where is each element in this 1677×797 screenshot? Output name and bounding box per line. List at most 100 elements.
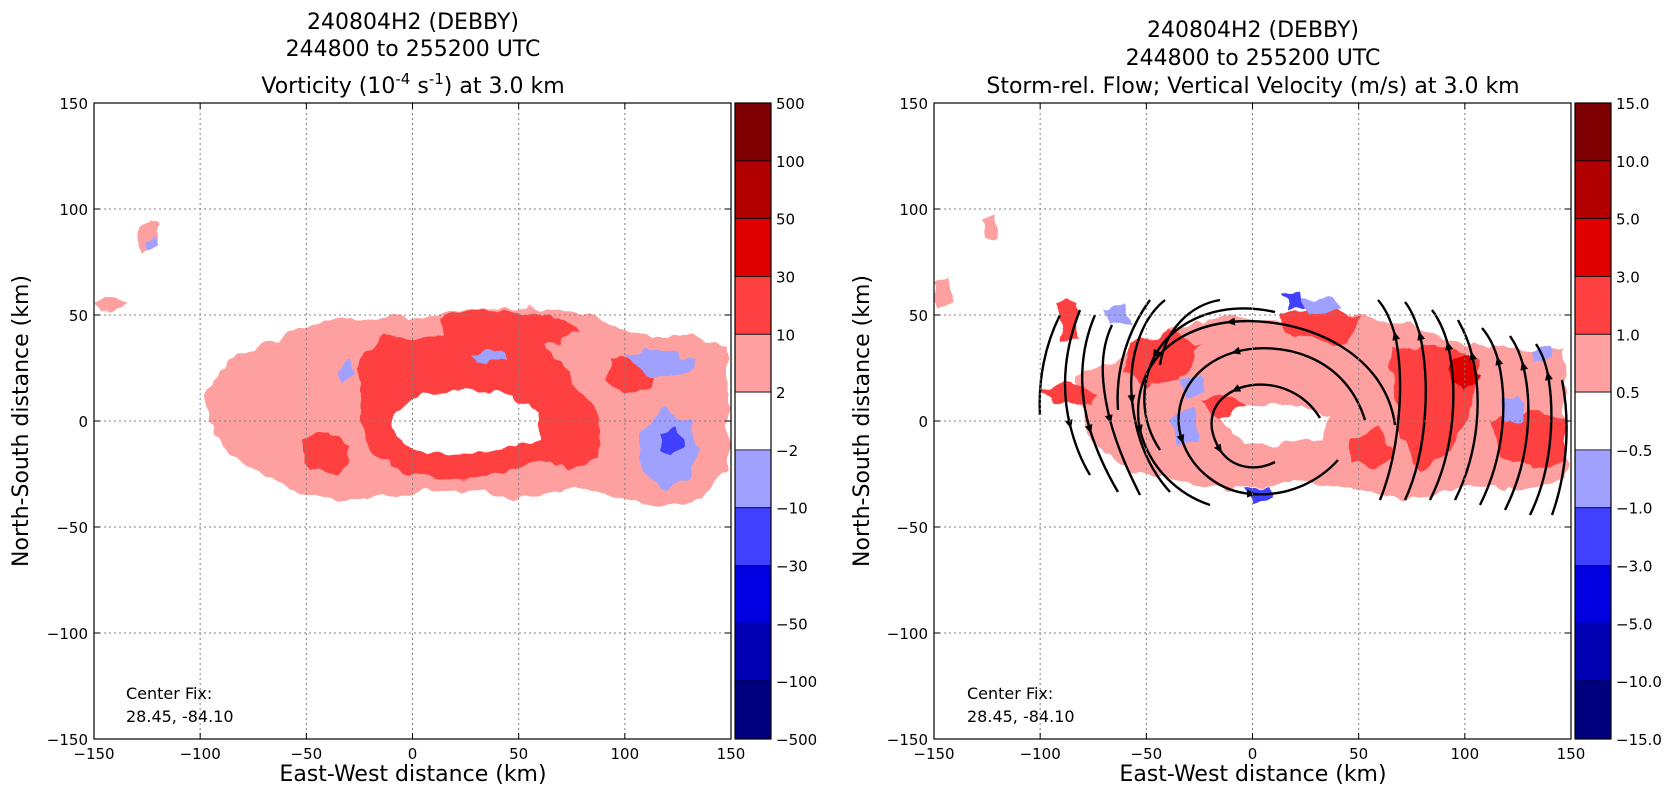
panel2-contour-blue <box>1295 296 1340 316</box>
panel1-contour-blue <box>660 428 682 455</box>
colorbar-swatch <box>1574 160 1612 220</box>
colorbar-swatch <box>734 449 772 509</box>
colorbar-swatch <box>1574 276 1612 335</box>
panel2-center-fix-value: 28.45, -84.10 <box>967 707 1075 726</box>
colorbar-tick-label: −500 <box>776 731 817 749</box>
panel2-colorbar: 15.0 10.0 5.0 3.0 1.0 0.5 −0.5 −1.0 −3.0 −5.0 −10.… <box>1574 95 1662 749</box>
colorbar-swatch <box>1574 218 1612 277</box>
panel1-contour-blue <box>470 348 505 362</box>
colorbar-swatch <box>734 391 772 451</box>
streamline <box>1081 314 1120 493</box>
colorbar-swatch <box>734 276 772 335</box>
panel1-plot-area <box>96 222 728 505</box>
y-tick-label: −150 <box>47 731 88 749</box>
x-tick-label: −150 <box>913 745 954 763</box>
streamline <box>1063 309 1092 476</box>
panel1-ylabel: North-South distance (km) <box>9 275 34 567</box>
streamline <box>1116 299 1151 411</box>
colorbar-swatch <box>734 333 772 393</box>
panel2-contour-blue <box>1500 396 1524 424</box>
x-tick-label: 150 <box>717 745 746 763</box>
y-tick-label: −150 <box>887 731 928 749</box>
y-tick-label: 50 <box>69 307 88 325</box>
panel1-ticks: −150 −100 −50 0 50 100 150 −150 −100 −50 0 50 100 150 <box>47 95 746 763</box>
x-tick-label: 0 <box>1248 745 1258 763</box>
panel1-contour-red <box>300 430 350 475</box>
x-tick-label: −50 <box>291 745 323 763</box>
colorbar-tick-label: 100 <box>776 153 805 171</box>
streamline <box>1453 319 1479 501</box>
colorbar-swatch <box>734 160 772 220</box>
x-tick-label: −50 <box>1131 745 1163 763</box>
streamline <box>1428 309 1455 501</box>
panel2-title-line1: 240804H2 (DEBBY) <box>1147 18 1359 43</box>
streamline <box>1101 324 1142 496</box>
y-tick-label: −100 <box>47 625 88 643</box>
panel2-ticks: −150 −100 −50 0 50 100 150 −150 −100 −50 0 50 100 150 <box>887 95 1586 763</box>
y-tick-label: 150 <box>59 95 88 113</box>
x-tick-label: −100 <box>180 745 221 763</box>
colorbar-tick-label: −50 <box>776 615 808 633</box>
panel1-colorbar: 500 100 50 30 10 2 −2 −10 −30 −50 −100 −500 <box>734 95 817 749</box>
colorbar-tick-label: −3.0 <box>1616 558 1652 576</box>
x-tick-label: −100 <box>1020 745 1061 763</box>
panel1-title-line3: Vorticity (10-4 s-1) at 3.0 km <box>261 70 564 99</box>
colorbar-frame <box>1574 102 1612 740</box>
panel2-contour-red <box>1040 382 1100 405</box>
panel-vertical-velocity: 240804H2 (DEBBY) 244800 to 255200 UTC St… <box>850 18 1662 787</box>
panel1-contour-blue <box>335 360 356 382</box>
colorbar-tick-label: 2 <box>776 384 786 402</box>
colorbar-frame <box>734 102 772 740</box>
colorbar-swatch <box>734 622 772 682</box>
streamline <box>1158 298 1221 366</box>
colorbar-tick-label: 50 <box>776 211 795 229</box>
colorbar-tick-label: −2 <box>776 442 798 460</box>
colorbar-tick-label: −10 <box>776 500 808 518</box>
y-tick-label: 100 <box>59 201 88 219</box>
colorbar-tick-label: 30 <box>776 268 795 286</box>
colorbar-swatch <box>1574 507 1612 566</box>
panel2-title-line2: 244800 to 255200 UTC <box>1126 46 1381 71</box>
panel2-grid <box>934 103 1571 739</box>
panel2-plot-area <box>935 216 1568 516</box>
colorbar-swatch <box>1574 622 1612 682</box>
colorbar-swatch <box>1574 680 1612 740</box>
colorbar-swatch <box>734 102 772 162</box>
colorbar-swatch <box>734 507 772 566</box>
panel1-center-fix-value: 28.45, -84.10 <box>126 707 234 726</box>
colorbar-tick-label: −5.0 <box>1616 615 1652 633</box>
streamline <box>1503 335 1530 511</box>
panel1-contour-light-red <box>96 296 125 310</box>
x-tick-label: 150 <box>1557 745 1586 763</box>
streamline <box>1550 379 1568 516</box>
colorbar-swatch <box>734 565 772 624</box>
panel2-contour-red <box>1350 430 1395 470</box>
panel1-grid <box>94 103 731 739</box>
panel1-title-line1: 240804H2 (DEBBY) <box>307 10 519 35</box>
colorbar-swatch <box>1574 102 1612 162</box>
colorbar-tick-label: 5.0 <box>1616 211 1640 229</box>
panel2-contour-blue <box>1283 292 1302 310</box>
panel2-contour-light-red <box>982 216 998 238</box>
colorbar-tick-label: −30 <box>776 558 808 576</box>
panel-vorticity: 240804H2 (DEBBY) 244800 to 255200 UTC Vo… <box>9 10 817 787</box>
panel1-contour-empty <box>392 392 540 455</box>
colorbar-tick-label: −15.0 <box>1616 731 1662 749</box>
y-tick-label: 0 <box>918 413 928 431</box>
streamline <box>1528 343 1553 516</box>
y-tick-label: −100 <box>887 625 928 643</box>
colorbar-tick-label: −100 <box>776 673 817 691</box>
colorbar-tick-label: −1.0 <box>1616 500 1652 518</box>
colorbar-swatch <box>1574 449 1612 509</box>
colorbar-tick-label: 1.0 <box>1616 326 1640 344</box>
panel1-contours <box>96 222 728 505</box>
colorbar-swatch <box>1574 565 1612 624</box>
x-tick-label: 50 <box>1349 745 1368 763</box>
x-tick-label: 100 <box>1451 745 1480 763</box>
streamline <box>1135 317 1397 507</box>
y-tick-label: −50 <box>896 519 928 537</box>
colorbar-tick-label: 0.5 <box>1616 384 1640 402</box>
streamline <box>1478 327 1505 506</box>
colorbar-tick-label: −0.5 <box>1616 442 1652 460</box>
y-tick-label: 0 <box>78 413 88 431</box>
